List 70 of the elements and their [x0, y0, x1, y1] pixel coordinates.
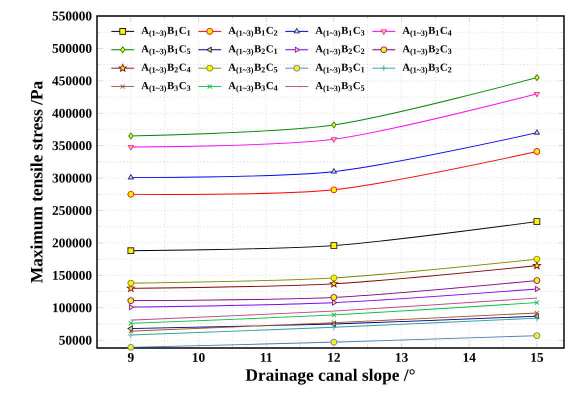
- y-tick-label: 150000: [53, 270, 92, 280]
- point: [534, 332, 540, 339]
- point: [534, 300, 540, 306]
- x-axis-title: Drainage canal slope /°: [246, 368, 415, 385]
- point: [330, 242, 338, 249]
- point: [534, 92, 540, 98]
- legend-label: A$_{(1~3)}$B$_{3}$C$_{1}$: [315, 64, 364, 74]
- x-tick-label: 15: [531, 352, 544, 362]
- legend-label: A$_{(1~3)}$B$_{1}$C$_{4}$: [402, 26, 452, 38]
- point: [534, 148, 540, 155]
- legend-label: A$_{(1~3)}$B$_{2}$C$_{1}$: [228, 45, 278, 56]
- y-tick-label: 300000: [52, 174, 92, 183]
- legend-label: A$_{(1~3)}$B$_{2}$C$_{3}$: [402, 45, 452, 56]
- legend-label: A$_{(1~3)}$B$_{1}$C$_{2}$: [228, 26, 278, 38]
- x-tick-label: 11: [260, 352, 272, 362]
- point: [330, 294, 338, 301]
- x-tick-label: 14: [464, 352, 476, 362]
- y-tick-label: 550000: [52, 12, 92, 20]
- y-axis-title: Maximum tensile stress /Pa: [30, 81, 43, 283]
- point: [332, 300, 338, 306]
- y-tick-label: 450000: [52, 76, 92, 86]
- point: [534, 256, 540, 262]
- legend-label: A$_{(1~3)}$B$_{1}$C$_{3}$: [315, 26, 364, 38]
- point: [534, 277, 540, 284]
- point: [128, 328, 134, 334]
- x-tick-label: 12: [328, 352, 340, 362]
- legend-label: A$_{(1~3)}$B$_{3}$C$_{2}$: [402, 64, 452, 74]
- point: [128, 304, 134, 310]
- legend-label: A$_{(1~3)}$B$_{3}$C$_{5}$: [315, 82, 364, 93]
- y-tick-label: 100000: [53, 303, 92, 312]
- y-tick-label: 400000: [52, 108, 92, 118]
- point: [128, 145, 134, 150]
- x-tick-label: 13: [396, 352, 408, 362]
- point: [534, 218, 540, 225]
- point: [330, 338, 338, 346]
- point: [330, 137, 337, 143]
- x-tick-label: 9: [128, 352, 134, 362]
- point: [128, 332, 134, 338]
- point: [128, 190, 134, 198]
- legend-label: A$_{(1~3)}$B$_{2}$C$_{2}$: [315, 45, 364, 56]
- point: [128, 132, 134, 140]
- y-tick-label: 250000: [52, 206, 92, 216]
- point: [330, 274, 338, 282]
- legend-label: A$_{(1~3)}$B$_{1}$C$_{1}$: [141, 26, 190, 38]
- point: [534, 74, 540, 81]
- point: [330, 186, 338, 194]
- y-tick-label: 500000: [52, 44, 92, 53]
- point: [128, 280, 134, 286]
- point: [535, 286, 540, 292]
- point: [330, 168, 337, 174]
- y-tick-label: 350000: [52, 141, 92, 150]
- legend-label: A$_{(1~3)}$B$_{3}$C$_{3}$: [141, 82, 190, 93]
- point: [128, 297, 134, 304]
- point: [331, 122, 336, 128]
- legend-label: A$_{(1~3)}$B$_{1}$C$_{5}$: [141, 45, 190, 56]
- legend-label: A$_{(1~3)}$B$_{3}$C$_{4}$: [228, 82, 278, 93]
- y-tick-label: 200000: [52, 238, 92, 248]
- legend-label: A$_{(1~3)}$B$_{2}$C$_{5}$: [228, 64, 278, 74]
- point: [330, 324, 338, 331]
- point: [128, 344, 134, 351]
- legend-label: A$_{(1~3)}$B$_{2}$C$_{4}$: [141, 64, 190, 74]
- point: [534, 310, 540, 316]
- x-tick-label: 10: [192, 352, 205, 362]
- y-tick-label: 50000: [59, 336, 92, 345]
- point: [534, 129, 540, 135]
- point: [532, 261, 541, 270]
- point: [128, 174, 134, 180]
- point: [128, 247, 134, 254]
- point: [331, 312, 336, 318]
- point: [128, 320, 134, 326]
